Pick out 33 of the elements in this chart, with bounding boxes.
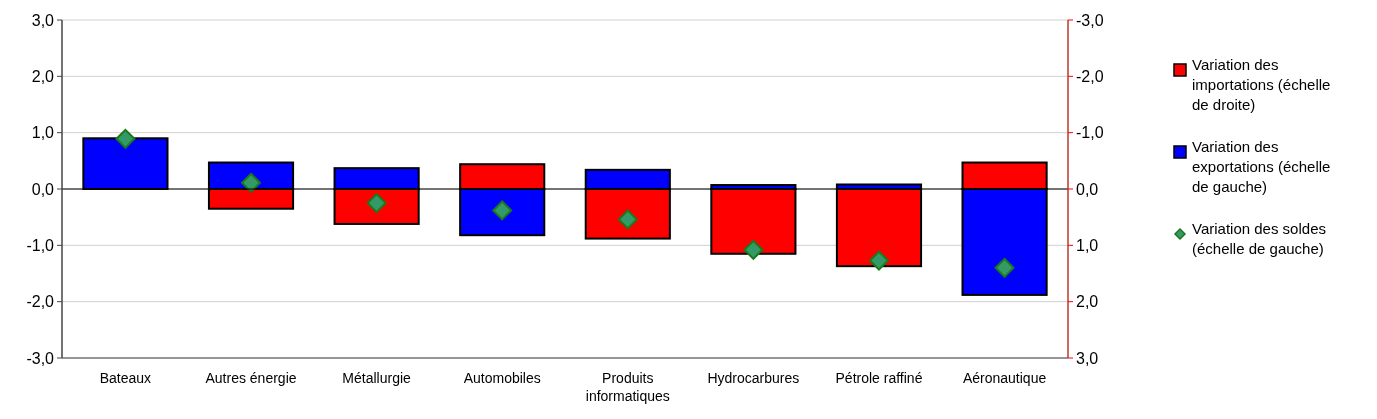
point <box>868 250 889 271</box>
y-tick-label: 3,0 <box>31 11 55 29</box>
y2-tick-label: -1,0 <box>1076 124 1104 142</box>
legend-label: Variation des importations (échelle de droite) <box>1192 56 1331 113</box>
x-tick-label: Hydrocarbures <box>707 370 800 386</box>
y2-tick-label: 0,0 <box>1076 180 1099 198</box>
y2-tick-label: -2,0 <box>1076 67 1104 85</box>
y-tick-label: 0,0 <box>31 180 55 198</box>
point <box>994 257 1015 278</box>
y-tick-label: -2,0 <box>26 293 55 311</box>
y2-tick-label: 3,0 <box>1076 349 1099 367</box>
x-tick-label: Produits informatiques <box>585 370 670 404</box>
y-tick-label: -1,0 <box>26 236 55 254</box>
x-tick-label: Métallurgie <box>342 370 412 386</box>
legend-label: Variation des soldes (échelle de gauche) <box>1192 220 1326 257</box>
point <box>115 128 136 149</box>
point <box>366 193 387 214</box>
y2-tick-label: 1,0 <box>1076 236 1099 254</box>
point <box>617 209 638 230</box>
y2-tick-label: 2,0 <box>1076 293 1099 311</box>
point <box>241 172 262 193</box>
point <box>492 200 513 221</box>
x-tick-label: Aéronautique <box>962 370 1047 386</box>
x-tick-label: Pétrole raffiné <box>835 370 923 386</box>
y-tick-label: -3,0 <box>26 349 55 367</box>
x-tick-label: Bateaux <box>99 370 152 386</box>
y-tick-label: 2,0 <box>31 67 55 85</box>
x-tick-label: Automobiles <box>463 370 541 386</box>
y-tick-label: 1,0 <box>31 124 55 142</box>
point <box>743 239 764 260</box>
x-tick-label: Autres énergie <box>205 370 297 386</box>
legend-label: Variation des exportations (échelle de gauche) <box>1192 138 1331 195</box>
y2-tick-label: -3,0 <box>1076 11 1104 29</box>
